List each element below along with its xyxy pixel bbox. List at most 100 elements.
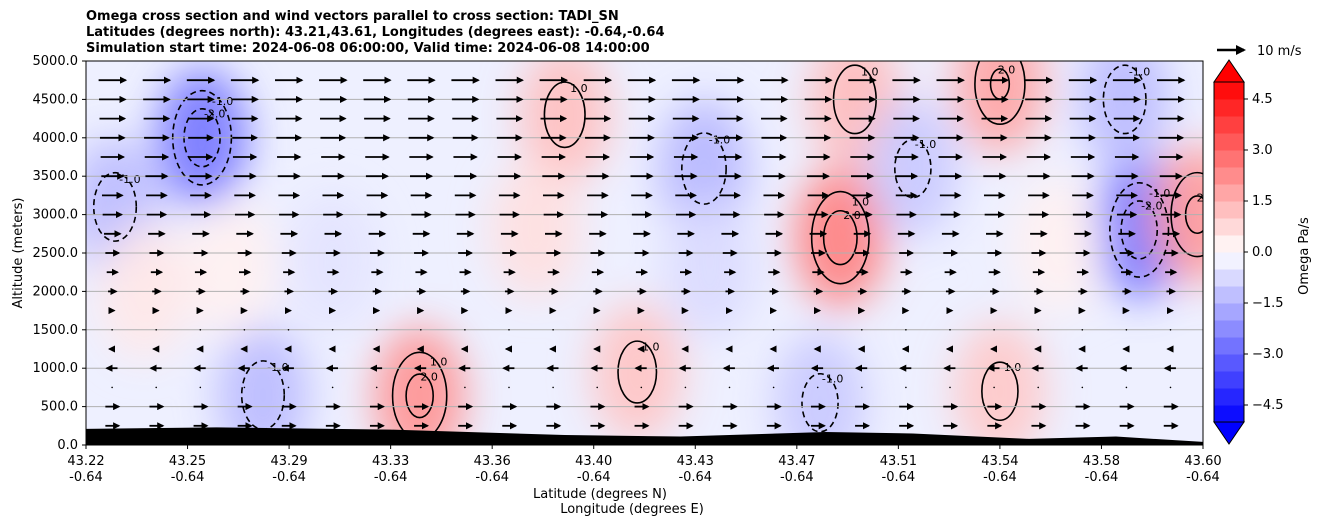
x-tick-label-lat: 43.22	[67, 454, 104, 469]
x-axis-label-lon: Longitude (degrees E)	[560, 502, 704, 517]
wind-vector	[949, 329, 951, 331]
wind-vector	[772, 386, 775, 389]
contour-line	[801, 372, 839, 433]
x-tick-label-lon: -0.64	[475, 470, 509, 485]
contour-label: 1.0	[1004, 361, 1022, 374]
wind-vector	[728, 386, 731, 389]
contour-label: -1.0	[1129, 65, 1150, 78]
wind-vector	[287, 386, 290, 389]
wind-vector	[1125, 329, 1128, 331]
contour-label: 2.0	[998, 63, 1016, 76]
chart-title-line-2: Latitudes (degrees north): 43.21,43.61, …	[86, 25, 665, 40]
colorbar-tick-label: 1.5	[1252, 194, 1273, 209]
colorbar-band	[1214, 269, 1244, 287]
wind-vector	[155, 329, 158, 331]
x-tick-label-lon: -0.64	[1085, 470, 1119, 485]
colorbar-band	[1214, 303, 1244, 321]
wind-vector	[331, 329, 334, 331]
y-tick-label: 2000.0	[33, 284, 79, 299]
contour-label: 1.0	[1009, 46, 1027, 59]
contour-line	[981, 361, 1019, 422]
contour-label: 2.0	[420, 371, 438, 384]
contour-label: -1.0	[822, 372, 843, 385]
colorbar-band	[1214, 167, 1244, 185]
wind-vector	[1037, 386, 1040, 389]
omega-cell	[954, 322, 1046, 445]
wind-vector	[728, 329, 731, 331]
contour-label: -1.0	[212, 95, 233, 108]
wind-vector	[552, 329, 554, 331]
wind-vector	[243, 329, 246, 331]
y-axis: 0.0 500.0 1000.0 1500.0 2000.0 2500.0 3000.0 35…	[33, 54, 86, 453]
wind-vector	[1037, 329, 1040, 331]
colorbar-tick-label: 4.5	[1252, 92, 1273, 107]
colorbar-band	[1214, 286, 1244, 304]
colorbar-band	[1214, 218, 1244, 236]
x-tick-label-lat: 43.58	[1083, 454, 1120, 469]
y-tick-label: 1500.0	[33, 323, 79, 338]
colorbar-tick-label: −3.0	[1252, 347, 1284, 362]
wind-vector	[1081, 329, 1084, 331]
contour-label: -2.0	[1141, 200, 1162, 213]
contour-label: 1.0	[430, 355, 448, 368]
x-tick-label-lon: -0.64	[577, 470, 611, 485]
colorbar-band	[1214, 133, 1244, 151]
y-tick-label: 500.0	[41, 400, 78, 415]
contour-line	[1109, 182, 1170, 278]
x-tick-label-lat: 43.51	[880, 454, 917, 469]
omega-cell	[373, 326, 466, 445]
omega-cell	[1012, 176, 1104, 315]
terrain-silhouette	[86, 427, 1203, 445]
y-tick-label: 4000.0	[33, 131, 79, 146]
wind-vector	[464, 386, 466, 389]
wind-vector	[816, 386, 819, 389]
y-tick-label: 1000.0	[33, 361, 79, 376]
colorbar-band	[1214, 201, 1244, 219]
x-tick-label-lat: 43.60	[1184, 454, 1221, 469]
omega-cell	[286, 191, 379, 330]
x-tick-label-lat: 43.47	[778, 454, 815, 469]
wind-vector	[993, 386, 995, 389]
omega-cell	[519, 61, 611, 184]
colorbar-band	[1214, 99, 1244, 117]
x-tick-label-lon: -0.64	[374, 470, 408, 485]
colorbar-extend-high	[1213, 59, 1245, 83]
x-tick-label-lon: -0.64	[69, 470, 103, 485]
chart-title-line-1: Omega cross section and wind vectors par…	[86, 9, 619, 24]
colorbar-band	[1214, 320, 1244, 338]
omega-cell	[1078, 61, 1171, 169]
colorbar-band	[1214, 252, 1244, 270]
x-tick-label-lon: -0.64	[678, 470, 712, 485]
colorbar-band	[1214, 371, 1244, 389]
wind-vector	[331, 386, 334, 389]
colorbar-band	[1214, 116, 1244, 134]
colorbar: 4.5 3.0 1.5 0.0 −1.5 −3.0 −4.5	[1213, 59, 1284, 445]
colorbar-band	[1214, 235, 1244, 253]
colorbar-band	[1214, 354, 1244, 372]
x-tick-label-lon: -0.64	[882, 470, 916, 485]
colorbar-band	[1214, 337, 1244, 355]
wind-vector	[861, 386, 863, 389]
x-tick-label-lat: 43.36	[474, 454, 511, 469]
contour-line	[974, 61, 1026, 126]
y-tick-label: 3000.0	[33, 208, 79, 223]
wind-vector	[1169, 329, 1172, 331]
y-tick-label: 2500.0	[33, 246, 79, 261]
contour-line	[617, 340, 658, 404]
chart-title-line-3: Simulation start time: 2024-06-08 06:00:…	[86, 41, 650, 56]
colorbar-band	[1214, 388, 1244, 406]
colorbar-band	[1214, 150, 1244, 168]
wind-vector	[640, 329, 643, 331]
wind-vector	[596, 386, 599, 389]
wind-vector	[199, 329, 202, 331]
contour-label: 1.0	[642, 340, 660, 353]
omega-cell	[217, 325, 309, 445]
wind-vector	[684, 329, 687, 331]
contour-label: 1.0	[852, 195, 870, 208]
wind-vector	[1125, 386, 1128, 389]
wind-vector	[684, 386, 687, 389]
omega-cell	[664, 199, 756, 338]
omega-cell	[954, 61, 1046, 154]
colorbar-tick-label: 0.0	[1252, 245, 1273, 260]
